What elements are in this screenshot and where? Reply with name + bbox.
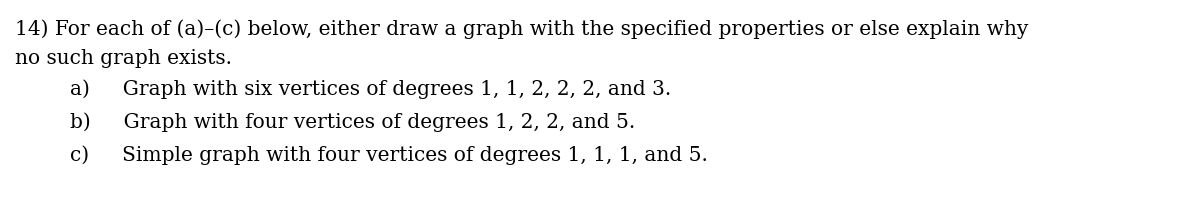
Text: a)   Graph with six vertices of degrees 1, 1, 2, 2, 2, and 3.: a) Graph with six vertices of degrees 1,… xyxy=(70,79,671,99)
Text: b)   Graph with four vertices of degrees 1, 2, 2, and 5.: b) Graph with four vertices of degrees 1… xyxy=(70,112,635,132)
Text: 14) For each of (a)–(c) below, either draw a graph with the specified properties: 14) For each of (a)–(c) below, either dr… xyxy=(14,19,1028,39)
Text: c)   Simple graph with four vertices of degrees 1, 1, 1, and 5.: c) Simple graph with four vertices of de… xyxy=(70,145,708,165)
Text: no such graph exists.: no such graph exists. xyxy=(14,49,232,68)
